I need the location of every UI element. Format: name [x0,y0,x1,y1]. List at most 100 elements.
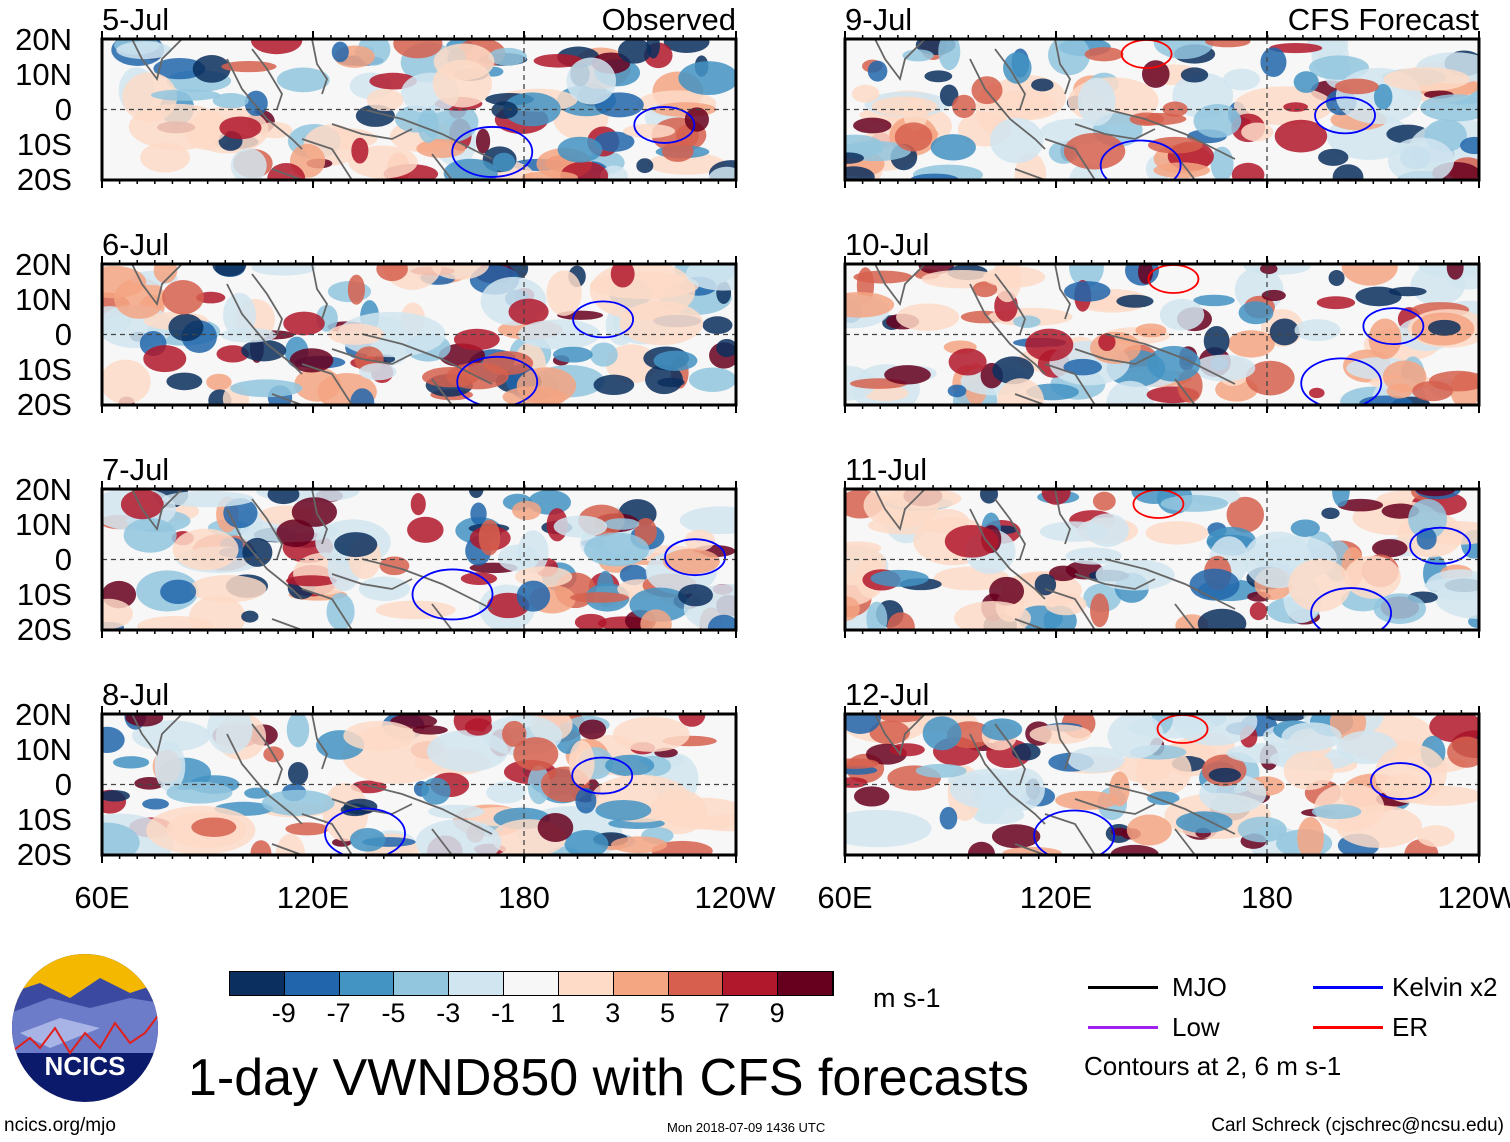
lat-label: 10N [15,732,72,767]
kelvin-contour [1099,139,1182,180]
lat-label: 20S [16,387,72,422]
colorbar-tick-label: -9 [271,998,296,1028]
lat-label: 20S [16,162,72,197]
svg-text:NCICS: NCICS [45,1051,126,1081]
kelvin-contour [1409,526,1472,565]
lat-label: 20N [15,697,72,732]
observed-label: Observed [601,2,736,37]
colorbar-swatch [230,972,285,995]
kelvin-contour [1314,96,1376,135]
kelvin-contour [664,538,726,577]
map-panel [100,481,738,638]
lat-label: 10N [15,57,72,92]
low-line-swatch [1088,1026,1158,1029]
colorbar-swatch [339,972,395,995]
lat-label: 20S [16,612,72,647]
kelvin-contour [1362,307,1425,346]
lat-label: 20N [15,22,72,57]
colorbar-tick-label: 1 [550,998,566,1028]
kelvin-contour [411,568,494,621]
colorbar-swatch [668,972,724,995]
colorbar-swatch [504,972,559,995]
lat-label: 0 [54,542,72,577]
map-panel [100,256,738,413]
colorbar-tick-label: -3 [436,998,461,1028]
colorbar-tick-label: 3 [605,998,621,1028]
footer-timestamp: Mon 2018-07-09 1436 UTC [667,1120,826,1135]
lon-label: 120E [1019,880,1093,915]
lon-label: 60E [817,880,873,915]
kelvin-contour [1300,357,1383,405]
panel-date: 12-Jul [845,677,930,712]
legend-low: Low [1172,1012,1220,1042]
kelvin-contour [324,807,406,855]
legend-kelvin: Kelvin x2 [1392,972,1498,1002]
lat-label: 10S [16,127,72,162]
kelvin-contour [1370,762,1432,800]
panel-date: 8-Jul [102,677,170,712]
lat-label: 10S [16,352,72,387]
panel-date: 11-Jul [845,452,928,487]
legend-mjo: MJO [1172,972,1227,1002]
kelvin-contour [633,106,696,144]
kelvin-contour [451,126,534,178]
colorbar-tick-label: -1 [491,998,516,1028]
lon-label: 120E [276,880,350,915]
kelvin-contour [1033,809,1116,855]
legend-er: ER [1392,1012,1429,1042]
colorbar-swatch [778,972,833,995]
map-panel [843,706,1481,863]
colorbar-tick-label: 5 [660,998,676,1028]
kelvin-contour [1310,587,1392,630]
lat-label: 0 [54,92,72,127]
kelvin-line-swatch [1313,986,1383,989]
panel-date: 9-Jul [845,2,913,37]
figure-title: 1-day VWND850 with CFS forecasts [188,1049,1029,1107]
colorbar-swatch [558,972,614,995]
map-panel [100,31,738,188]
er-line-swatch [1313,1026,1383,1029]
colorbar-tick-label: 7 [714,998,730,1028]
lon-label: 120W [694,880,776,915]
footer-url[interactable]: ncics.org/mjo [4,1115,116,1136]
lat-label: 20N [15,472,72,507]
footer-author: Carl Schreck (cjschrec@ncsu.edu) [1211,1115,1504,1136]
colorbar-tick-label: 9 [769,998,785,1028]
colorbar-swatch [449,972,505,995]
kelvin-contour [456,355,539,405]
panel-date: 5-Jul [102,2,170,37]
map-panel [843,31,1481,188]
mjo-line-swatch [1088,986,1158,989]
ncics-logo: NCICS [12,954,158,1102]
lon-label: 180 [1241,880,1293,915]
kelvin-contour [571,756,634,795]
panel-date: 7-Jul [102,452,170,487]
lat-label: 20S [16,837,72,872]
colorbar-tick-label: -7 [326,998,351,1028]
panel-date: 6-Jul [102,227,170,262]
lat-label: 10S [16,577,72,612]
colorbar-swatch [284,972,340,995]
colorbar-swatch [613,972,669,995]
lat-label: 10N [15,507,72,542]
lon-label: 60E [74,880,130,915]
colorbar [229,971,834,996]
lat-label: 20N [15,247,72,282]
lat-label: 0 [54,317,72,352]
lat-label: 10S [16,802,72,837]
contour-note: Contours at 2, 6 m s-1 [1084,1051,1342,1081]
colorbar-units: m s-1 [873,983,941,1013]
map-panel [843,256,1481,413]
map-panel [843,481,1481,638]
colorbar-swatch [394,972,450,995]
lon-label: 180 [498,880,550,915]
forecast-label: CFS Forecast [1287,2,1479,37]
lon-label: 120W [1437,880,1510,915]
colorbar-tick-label: -5 [381,998,406,1028]
map-panel [100,706,738,863]
lat-label: 0 [54,767,72,802]
lat-label: 10N [15,282,72,317]
kelvin-contour [572,300,635,339]
panel-date: 10-Jul [845,227,930,262]
colorbar-swatch [723,972,779,995]
